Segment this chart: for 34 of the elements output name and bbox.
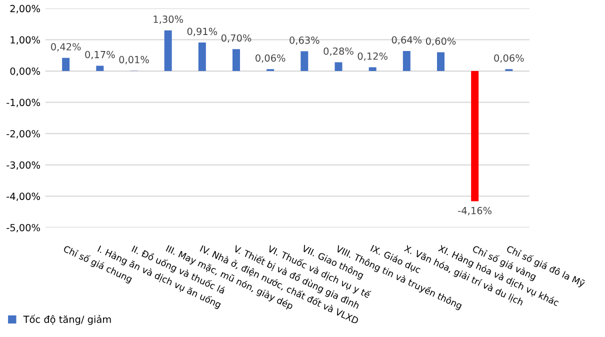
data-label: 0,17% <box>85 50 115 60</box>
y-tick-label: -2,00% <box>6 130 40 138</box>
y-tick-label: -5,00% <box>6 224 40 232</box>
data-label: 0,12% <box>358 52 388 61</box>
data-label: 0,01% <box>119 56 149 64</box>
bar <box>62 58 70 72</box>
bar <box>300 51 308 72</box>
y-tick-label: -4,00% <box>6 192 40 202</box>
data-label: 0,28% <box>324 47 354 56</box>
y-tick-label: 2,00% <box>10 4 40 14</box>
data-label: 0,06% <box>494 54 524 63</box>
y-tick-label: 0,00% <box>10 67 40 76</box>
legend-label: Tốc độ tăng/ giảm <box>23 314 111 325</box>
data-label: 0,06% <box>256 54 286 63</box>
bar <box>471 71 479 202</box>
bar <box>437 52 445 72</box>
data-label: 0,60% <box>426 37 456 46</box>
bar <box>402 50 410 72</box>
data-label: 0,42% <box>51 43 81 52</box>
y-tick-label: -1,00% <box>6 98 40 108</box>
bar <box>96 66 104 72</box>
y-tick-label: -3,00% <box>6 161 40 170</box>
data-label: 0,63% <box>290 36 320 45</box>
data-label: -4,16% <box>458 206 492 216</box>
data-label: 0,70% <box>221 34 252 43</box>
data-label: 0,91% <box>187 28 218 36</box>
y-tick-label: 1,00% <box>10 36 40 45</box>
bar <box>232 49 240 72</box>
bar <box>334 62 342 72</box>
data-label: 1,30% <box>154 16 183 24</box>
data-label: 0,64% <box>392 36 422 45</box>
bar <box>164 30 172 72</box>
bar <box>198 42 206 72</box>
bar <box>368 67 376 72</box>
